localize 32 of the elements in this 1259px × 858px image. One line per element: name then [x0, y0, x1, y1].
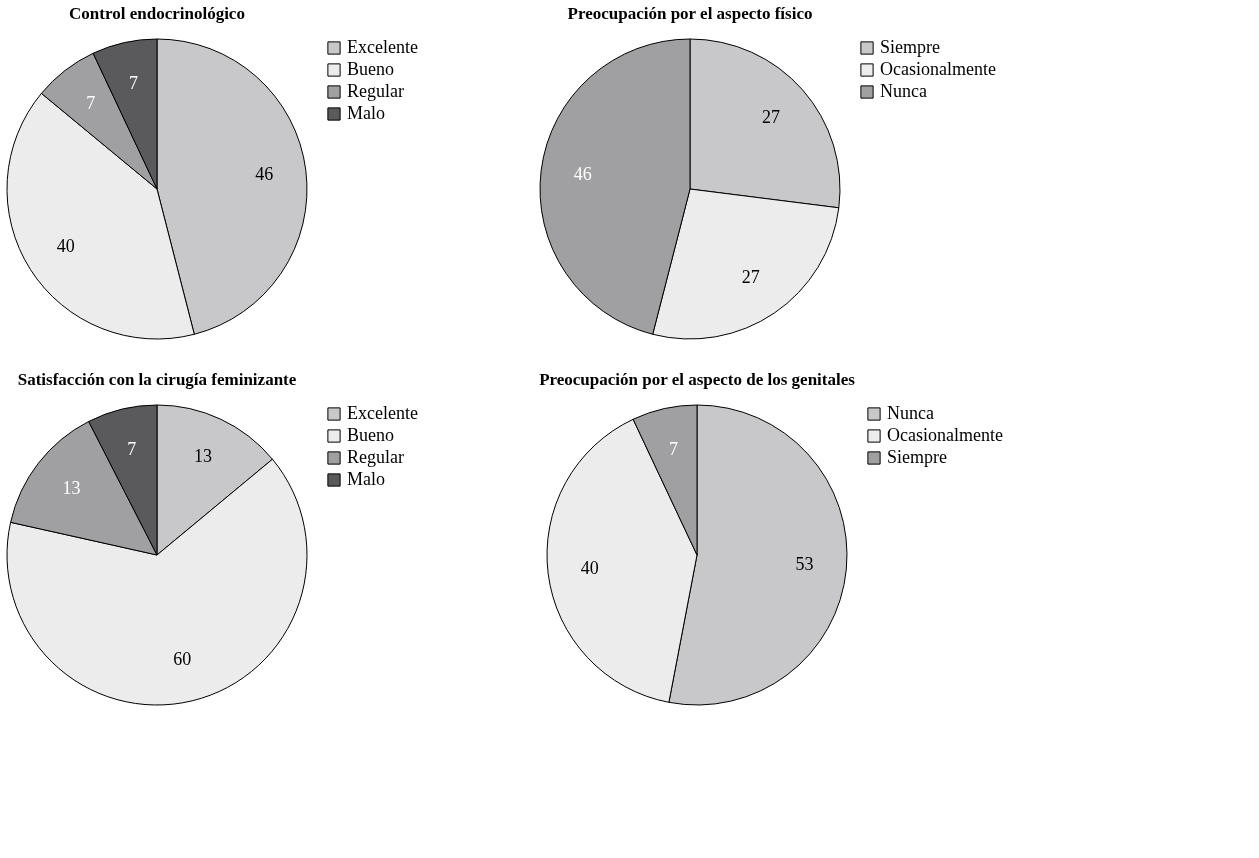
- legend-label: Bueno: [347, 59, 394, 79]
- data-label: 27: [762, 106, 781, 127]
- data-label: 27: [741, 267, 760, 288]
- legend-label: Ocasionalmente: [887, 425, 1003, 445]
- legend-label: Regular: [347, 81, 404, 101]
- legend-label: Excelente: [347, 37, 418, 57]
- data-label: 7: [668, 438, 678, 459]
- data-label: 7: [86, 92, 96, 113]
- legend-label: Bueno: [347, 425, 394, 445]
- data-label: 13: [62, 477, 81, 498]
- legend-label: Siempre: [887, 447, 947, 467]
- legend-label: Excelente: [347, 403, 418, 423]
- legend-label: Malo: [347, 469, 385, 489]
- legend-label: Nunca: [887, 403, 934, 423]
- legend-label: Siempre: [880, 37, 940, 57]
- data-label: 60: [173, 648, 192, 669]
- data-label: 7: [127, 439, 137, 460]
- legend-label: Nunca: [880, 81, 927, 101]
- legend-label: Ocasionalmente: [880, 59, 996, 79]
- chart-title: Control endocrinológico: [69, 4, 245, 23]
- chart-title: Preocupación por el aspecto físico: [567, 4, 813, 23]
- legend-label: Regular: [347, 447, 404, 467]
- data-label: 53: [795, 554, 814, 575]
- chart-title: Preocupación por el aspecto de los genitales: [539, 370, 856, 389]
- data-label: 46: [255, 164, 274, 185]
- data-label: 46: [573, 164, 592, 185]
- data-label: 7: [128, 72, 138, 93]
- data-label: 40: [580, 557, 599, 578]
- data-label: 40: [56, 235, 75, 256]
- data-label: 13: [193, 446, 212, 467]
- chart-title: Satisfacción con la cirugía feminizante: [17, 370, 297, 389]
- legend-label: Malo: [347, 103, 385, 123]
